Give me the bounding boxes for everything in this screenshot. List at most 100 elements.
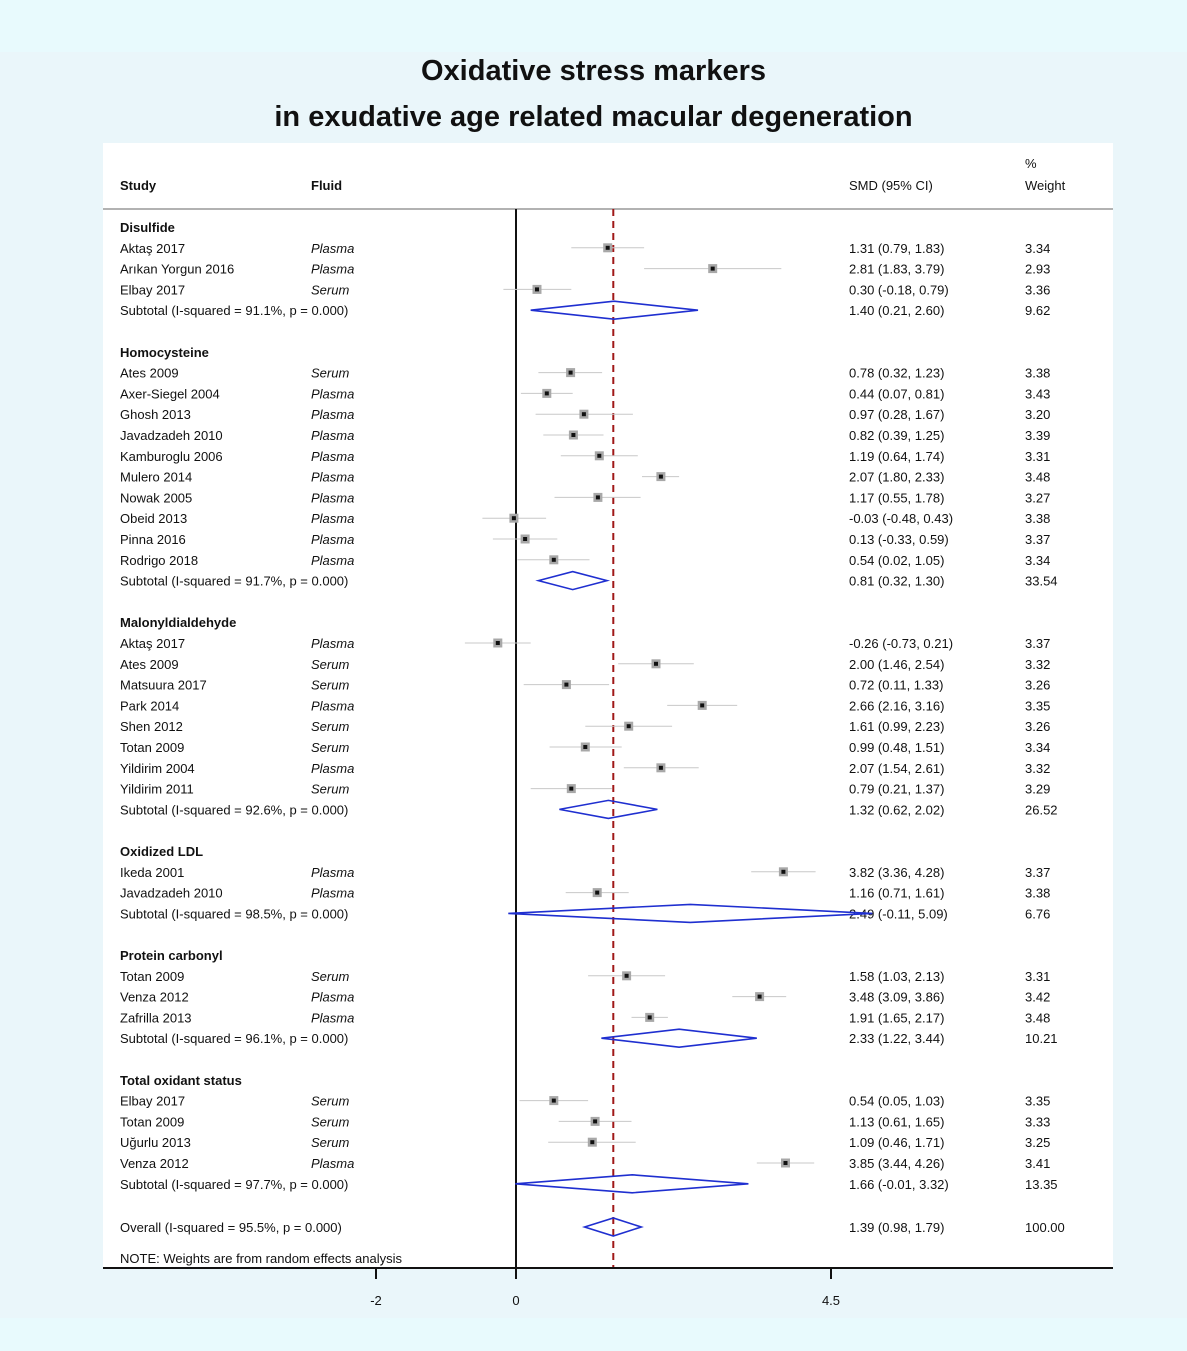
effect-point [593,1119,598,1124]
effect-point [624,973,629,978]
study-weight: 3.34 [1025,241,1050,256]
study-weight: 3.35 [1025,698,1050,713]
study-weight: 3.37 [1025,865,1050,880]
effect-point [781,869,786,874]
study-weight: 3.34 [1025,553,1050,568]
effect-point [710,266,715,271]
study-weight: 3.38 [1025,511,1050,526]
subtotal-diamond [559,799,658,820]
subtotal-weight: 9.62 [1025,303,1050,318]
study-weight: 3.25 [1025,1135,1050,1150]
study-fluid: Plasma [311,386,354,401]
note-text: NOTE: Weights are from random effects an… [120,1251,403,1266]
effect-point [647,1015,652,1020]
study-smd-ci: 3.85 (3.44, 4.26) [849,1156,944,1171]
study-smd-ci: 0.44 (0.07, 0.81) [849,386,944,401]
subtotal-weight: 6.76 [1025,906,1050,921]
study-weight: 3.38 [1025,886,1050,901]
study-fluid: Plasma [311,449,354,464]
study-fluid: Plasma [311,636,354,651]
study-name: Elbay 2017 [120,1094,185,1109]
effect-point [551,1098,556,1103]
study-weight: 3.20 [1025,407,1050,422]
effect-point [590,1140,595,1145]
study-name: Zafrilla 2013 [120,1010,192,1025]
study-smd-ci: 1.91 (1.65, 2.17) [849,1010,944,1025]
study-fluid: Plasma [311,553,354,568]
study-smd-ci: 1.13 (0.61, 1.65) [849,1114,944,1129]
effect-point [569,786,574,791]
study-name: Aktaş 2017 [120,241,185,256]
column-header-fluid: Fluid [311,178,342,193]
effect-point [511,516,516,521]
study-name: Ates 2009 [120,366,179,381]
subtotal-diamond [515,1173,749,1194]
effect-point [783,1161,788,1165]
study-weight: 3.42 [1025,990,1050,1005]
effect-point [658,765,663,770]
study-fluid: Plasma [311,532,354,547]
group-heading: Oxidized LDL [120,844,203,859]
study-name: Park 2014 [120,698,179,713]
study-fluid: Plasma [311,1010,354,1025]
study-smd-ci: 1.31 (0.79, 1.83) [849,241,944,256]
study-fluid: Plasma [311,698,354,713]
study-smd-ci: -0.03 (-0.48, 0.43) [849,511,953,526]
subtotal-diamond [508,903,873,924]
study-fluid: Plasma [311,761,354,776]
effect-point [551,557,556,562]
study-smd-ci: 1.61 (0.99, 2.23) [849,719,944,734]
effect-point [757,994,762,999]
x-axis-tick-label: -2 [370,1293,382,1308]
study-smd-ci: 2.00 (1.46, 2.54) [849,657,944,672]
study-name: Aktaş 2017 [120,636,185,651]
study-name: Shen 2012 [120,719,183,734]
study-fluid: Serum [311,782,349,797]
study-smd-ci: 1.19 (0.64, 1.74) [849,449,944,464]
subtotal-weight: 33.54 [1025,574,1058,589]
study-smd-ci: 0.97 (0.28, 1.67) [849,407,944,422]
study-weight: 3.37 [1025,532,1050,547]
study-fluid: Plasma [311,990,354,1005]
study-weight: 3.32 [1025,657,1050,672]
study-weight: 3.41 [1025,1156,1050,1171]
study-weight: 3.32 [1025,761,1050,776]
study-name: Nowak 2005 [120,490,192,505]
study-weight: 3.33 [1025,1114,1050,1129]
column-header-study: Study [120,178,157,193]
effect-point [626,724,631,729]
subtotal-weight: 26.52 [1025,802,1058,817]
subtotal-smd-ci: 1.40 (0.21, 2.60) [849,303,944,318]
study-fluid: Plasma [311,262,354,277]
study-weight: 3.34 [1025,740,1050,755]
study-weight: 3.31 [1025,969,1050,984]
study-name: Ghosh 2013 [120,407,191,422]
study-name: Totan 2009 [120,969,184,984]
study-smd-ci: 0.54 (0.02, 1.05) [849,553,944,568]
subtotal-label: Subtotal (I-squared = 92.6%, p = 0.000) [120,802,348,817]
subtotal-label: Subtotal (I-squared = 96.1%, p = 0.000) [120,1031,348,1046]
study-name: Rodrigo 2018 [120,553,198,568]
study-fluid: Serum [311,719,349,734]
study-fluid: Plasma [311,511,354,526]
study-fluid: Plasma [311,1156,354,1171]
group-heading: Disulfide [120,220,175,235]
study-smd-ci: 0.79 (0.21, 1.37) [849,782,944,797]
study-fluid: Serum [311,1094,349,1109]
effect-point [523,537,528,541]
study-weight: 3.43 [1025,386,1050,401]
plot-panel [103,143,1113,1268]
study-smd-ci: 2.07 (1.80, 2.33) [849,470,944,485]
study-name: Elbay 2017 [120,282,185,297]
subtotal-smd-ci: 1.66 (-0.01, 3.32) [849,1177,949,1192]
study-name: Ates 2009 [120,657,179,672]
study-smd-ci: 2.81 (1.83, 3.79) [849,262,944,277]
study-smd-ci: -0.26 (-0.73, 0.21) [849,636,953,651]
study-smd-ci: 2.66 (2.16, 3.16) [849,698,944,713]
subtotal-label: Subtotal (I-squared = 91.7%, p = 0.000) [120,574,348,589]
group-heading: Malonyldialdehyde [120,615,236,630]
overall-label: Overall (I-squared = 95.5%, p = 0.000) [120,1220,342,1235]
study-fluid: Serum [311,282,349,297]
effect-point [495,641,500,645]
effect-point [658,474,663,479]
